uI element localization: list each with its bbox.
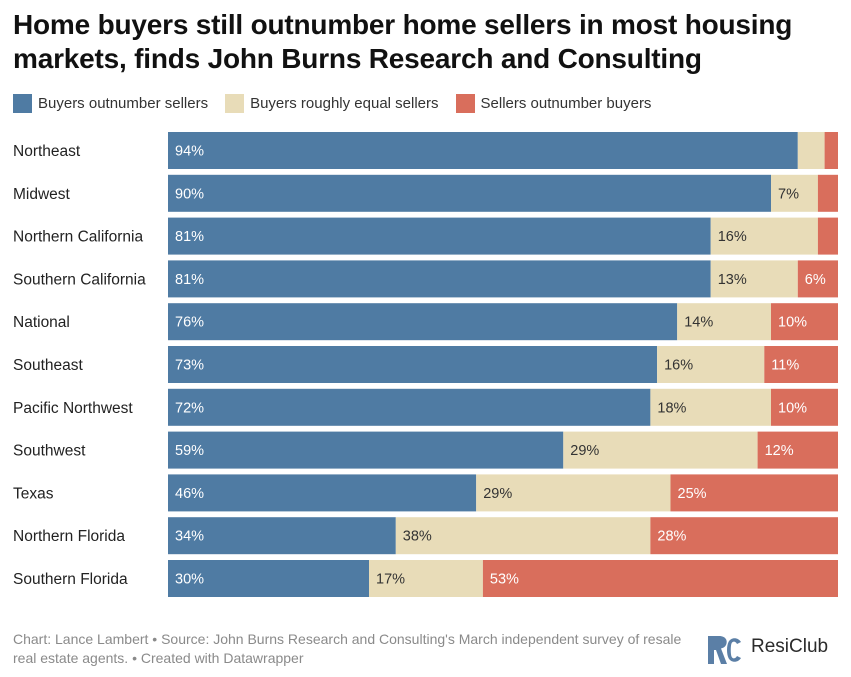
bar-equal-southern-florida [369,560,483,597]
data-label-equal-northern-california: 16% [718,229,747,245]
bar-sellers-pacific-northwest [771,388,838,426]
data-label-equal-pacific-northwest: 18% [657,400,686,416]
data-label-sellers-national: 10% [778,315,807,331]
bar-equal-northeast [797,132,825,169]
bar-sellers-midwest [817,174,838,212]
bar-buyers-northeast [168,132,798,169]
data-label-equal-southern-california: 13% [718,272,747,288]
bar-sellers-national [771,303,838,341]
category-label-midwest: Midwest [13,186,71,203]
legend-swatch-sellers [455,93,475,113]
data-label-buyers-national: 76% [175,315,204,331]
data-label-equal-midwest: 7% [778,186,799,202]
data-label-buyers-texas: 46% [175,486,204,502]
bar-buyers-northern-florida [168,517,396,555]
resiclub-logo: ResiClub [705,627,840,667]
data-label-buyers-northern-florida: 34% [175,529,204,545]
category-label-northern-california: Northern California [13,229,143,246]
category-label-southern-california: Southern California [13,271,146,288]
data-label-buyers-southeast: 73% [175,358,204,374]
data-label-buyers-southern-florida: 30% [175,572,204,588]
bar-equal-southern-california [710,260,798,298]
legend-item-buyers: Buyers outnumber sellers [13,93,209,113]
data-label-sellers-northern-florida: 28% [657,529,686,545]
data-label-sellers-southern-florida: 53% [490,572,519,588]
legend-swatch-buyers [13,93,32,113]
legend: Buyers outnumber sellers Buyers roughly … [13,93,668,113]
bar-buyers-southern-florida [168,560,369,597]
bar-buyers-midwest [168,174,771,212]
bar-buyers-national [168,303,678,341]
bar-buyers-texas [168,474,477,512]
data-label-equal-southeast: 16% [664,358,693,374]
category-label-southern-florida: Southern Florida [13,571,128,588]
bar-sellers-northern-california [817,217,838,255]
stacked-bar-chart: Northeast 94% Midwest 90% 7% Northern Califor… [13,132,838,597]
bar-sellers-southeast [764,346,838,383]
category-label-northeast: Northeast [13,143,81,160]
bar-buyers-southeast [168,346,658,383]
bar-sellers-northeast [824,132,838,169]
category-label-southwest: Southwest [13,443,86,460]
legend-item-sellers: Sellers outnumber buyers [455,93,652,113]
bar-equal-southeast [657,346,765,383]
chart-title: Home buyers still outnumber home sellers… [13,9,793,74]
bar-sellers-southwest [757,431,838,469]
category-label-national: National [13,314,70,331]
data-label-equal-southwest: 29% [570,443,599,459]
bar-buyers-southwest [168,431,564,469]
data-label-buyers-northeast: 94% [175,144,204,160]
bar-sellers-southern-florida [482,560,838,597]
data-label-equal-northern-florida: 38% [403,529,432,545]
bar-equal-southwest [563,431,758,469]
category-label-pacific-northwest: Pacific Northwest [13,400,133,417]
data-label-equal-texas: 29% [483,486,512,502]
data-label-buyers-northern-california: 81% [175,229,204,245]
chart-footer: Chart: Lance Lambert • Source: John Burn… [13,631,682,666]
data-label-sellers-southwest: 12% [765,443,794,459]
legend-label-buyers: Buyers outnumber sellers [38,94,209,112]
data-label-equal-southern-florida: 17% [376,572,405,588]
category-label-southeast: Southeast [13,357,83,374]
data-label-buyers-pacific-northwest: 72% [175,400,204,416]
bar-sellers-northern-florida [650,517,838,555]
bar-equal-midwest [771,174,818,212]
data-label-buyers-midwest: 90% [175,186,204,202]
bar-sellers-southern-california [797,260,838,298]
bar-equal-texas [476,474,671,512]
bar-buyers-pacific-northwest [168,388,651,426]
legend-label-sellers: Sellers outnumber buyers [480,94,652,112]
category-label-northern-florida: Northern Florida [13,528,125,545]
resiclub-logo-icon [705,628,743,666]
legend-item-equal: Buyers roughly equal sellers [225,93,439,113]
data-label-buyers-southwest: 59% [175,443,204,459]
legend-label-equal: Buyers roughly equal sellers [250,94,439,112]
data-label-sellers-texas: 25% [678,486,707,502]
legend-swatch-equal [225,93,245,113]
data-label-sellers-southern-california: 6% [805,272,826,288]
data-label-sellers-southeast: 11% [771,358,799,374]
bar-buyers-northern-california [168,217,711,255]
data-label-sellers-pacific-northwest: 10% [778,400,807,416]
bar-equal-northern-california [710,217,818,255]
data-label-buyers-southern-california: 81% [175,272,204,288]
bar-equal-pacific-northwest [650,388,771,426]
bar-equal-national [677,303,771,341]
resiclub-logo-text: ResiClub [751,636,829,657]
category-label-texas: Texas [13,485,54,502]
bar-buyers-southern-california [168,260,711,298]
bar-sellers-texas [670,474,838,512]
data-label-equal-national: 14% [684,315,713,331]
bar-equal-northern-florida [395,517,651,555]
